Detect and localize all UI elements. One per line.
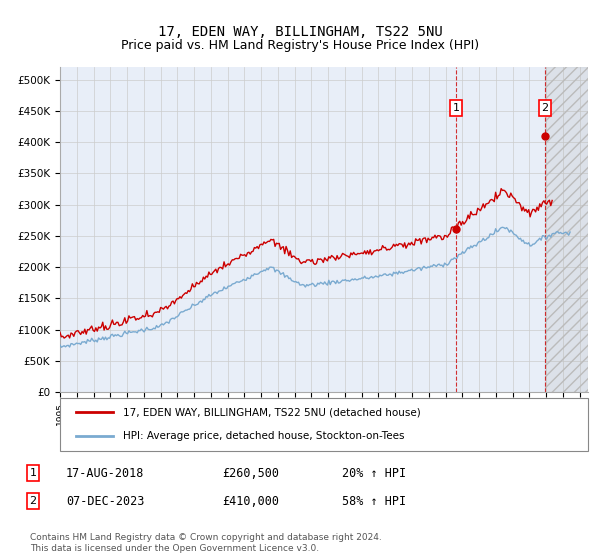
Text: 07-DEC-2023: 07-DEC-2023 [66,494,145,508]
Text: Price paid vs. HM Land Registry's House Price Index (HPI): Price paid vs. HM Land Registry's House … [121,39,479,52]
Text: Contains HM Land Registry data © Crown copyright and database right 2024.: Contains HM Land Registry data © Crown c… [30,533,382,542]
Text: 1: 1 [452,103,460,113]
Bar [545,67,588,392]
Text: 58% ↑ HPI: 58% ↑ HPI [342,494,406,508]
Text: HPI: Average price, detached house, Stockton-on-Tees: HPI: Average price, detached house, Stoc… [124,431,405,441]
Text: 17, EDEN WAY, BILLINGHAM, TS22 5NU (detached house): 17, EDEN WAY, BILLINGHAM, TS22 5NU (deta… [124,408,421,418]
Bar [545,67,588,392]
FancyBboxPatch shape [60,398,588,451]
Text: £260,500: £260,500 [222,466,279,480]
Text: 17-AUG-2018: 17-AUG-2018 [66,466,145,480]
Text: This data is licensed under the Open Government Licence v3.0.: This data is licensed under the Open Gov… [30,544,319,553]
Text: 2: 2 [29,496,37,506]
Text: £410,000: £410,000 [222,494,279,508]
Text: 17, EDEN WAY, BILLINGHAM, TS22 5NU: 17, EDEN WAY, BILLINGHAM, TS22 5NU [158,25,442,39]
Text: 1: 1 [29,468,37,478]
Text: 20% ↑ HPI: 20% ↑ HPI [342,466,406,480]
Text: 2: 2 [541,103,548,113]
